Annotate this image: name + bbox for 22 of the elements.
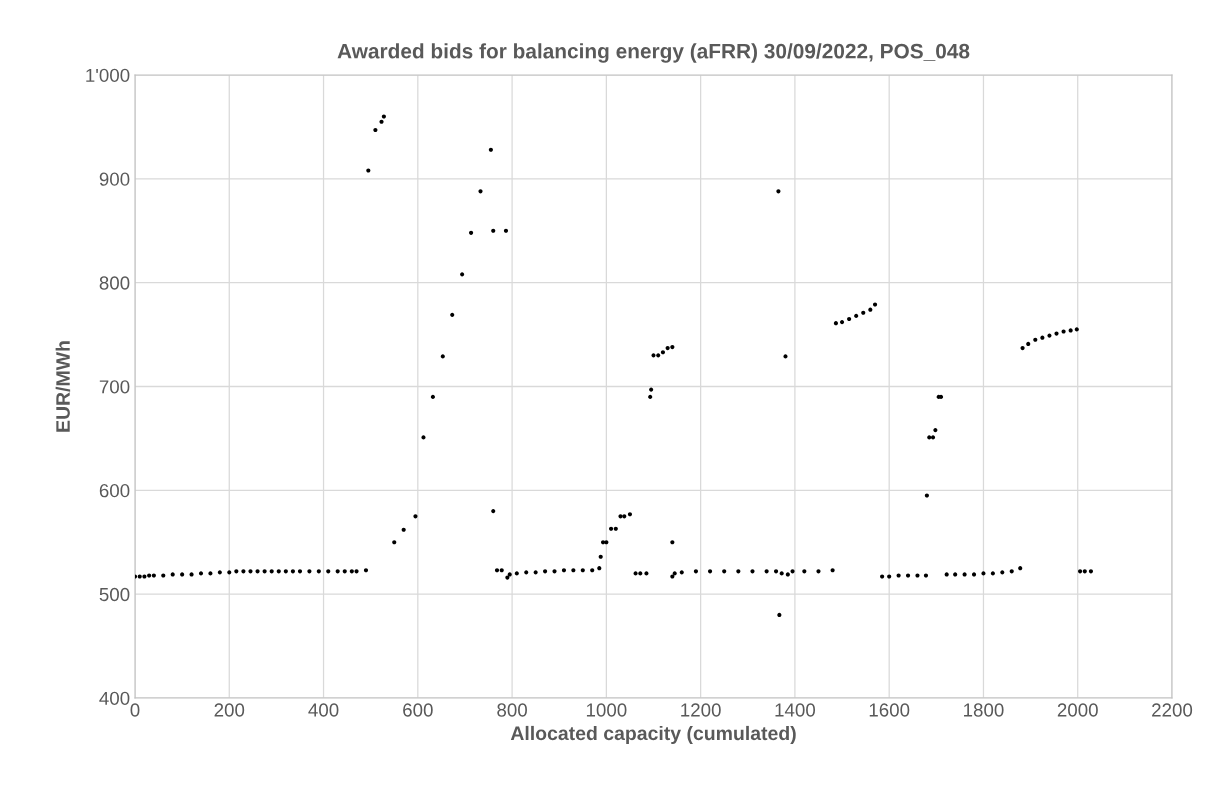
x-tick-label: 1400 xyxy=(775,703,816,717)
x-tick-label: 400 xyxy=(308,703,339,717)
x-axis-title: Allocated capacity (cumulated) xyxy=(510,725,796,745)
x-tick-label: 1800 xyxy=(964,703,1004,717)
y-tick-label: 500 xyxy=(99,587,130,602)
x-tick-label: 1000 xyxy=(586,703,627,717)
x-tick-label: 1600 xyxy=(869,703,910,717)
x-tick-label: 2200 xyxy=(1152,703,1193,717)
y-tick-label: 800 xyxy=(99,276,130,290)
x-tick-label: 2000 xyxy=(1057,703,1098,717)
y-tick-label: 900 xyxy=(99,172,130,186)
y-tick-label: 700 xyxy=(99,380,130,394)
x-tick-label: 600 xyxy=(403,703,433,717)
x-tick-label: 1200 xyxy=(681,703,721,717)
y-tick-label: 1'000 xyxy=(86,68,130,82)
y-tick-label: 400 xyxy=(99,691,130,705)
chart-title: Awarded bids for balancing energy (aFRR) 30/09/2022, POS_048 xyxy=(337,43,970,63)
x-tick-label: 800 xyxy=(497,703,527,717)
x-tick-label: 0 xyxy=(130,703,140,717)
x-tick-label: 200 xyxy=(214,703,245,717)
y-tick-label: 600 xyxy=(99,484,130,498)
y-axis-title: EUR/MWh xyxy=(55,341,71,432)
